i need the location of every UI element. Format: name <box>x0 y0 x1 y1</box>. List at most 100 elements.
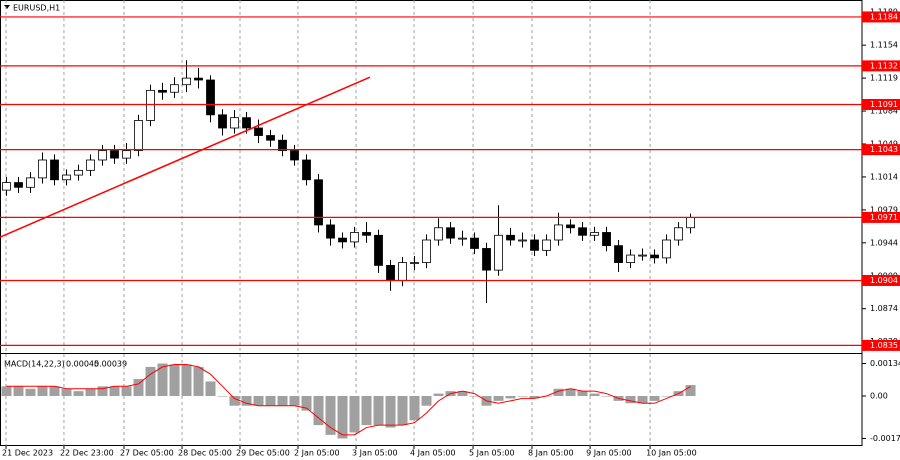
candle-body <box>662 239 671 259</box>
candle-body <box>110 150 119 159</box>
x-tick-label: 10 Jan 05:00 <box>646 449 697 458</box>
histogram-bar <box>385 396 396 428</box>
histogram-bar <box>181 364 192 397</box>
indicator-signal-value: 0.00039 <box>94 360 127 369</box>
y-tick-label: 1.1119 <box>870 74 898 83</box>
candle-body <box>434 227 443 241</box>
histogram-bar <box>193 366 204 397</box>
candle-body <box>134 120 143 151</box>
candle-body <box>254 127 263 136</box>
x-tick-label: 2 Jan 05:00 <box>294 449 340 458</box>
candle-body <box>446 227 455 239</box>
histogram-bar <box>505 396 516 399</box>
histogram-bar <box>433 393 444 397</box>
x-tick-label: 3 Jan 05:00 <box>352 449 398 458</box>
y-tick-label: 1.1049 <box>870 140 898 149</box>
histogram-bar <box>601 396 612 397</box>
candle-body <box>50 159 59 181</box>
candle-body <box>230 117 239 129</box>
histogram-bar <box>253 396 264 406</box>
histogram-bar <box>325 396 336 435</box>
histogram-bar <box>493 396 504 401</box>
candle-body <box>122 150 131 159</box>
level-label: 1.1043 <box>870 145 898 154</box>
histogram-bar <box>205 381 216 397</box>
candle-body <box>74 169 83 176</box>
candle-body <box>86 159 95 171</box>
histogram-bar <box>121 386 132 397</box>
histogram-bar <box>661 396 672 397</box>
candle-body <box>290 150 299 161</box>
level-label: 1.1132 <box>870 61 898 70</box>
histogram-bar <box>277 396 288 406</box>
level-label-box <box>862 11 900 23</box>
histogram-bar <box>169 364 180 397</box>
candle-body <box>422 239 431 263</box>
histogram-bar <box>565 388 576 397</box>
candle-body <box>530 239 539 251</box>
candle-body <box>398 262 407 281</box>
histogram-bar <box>217 396 228 397</box>
y-tick-label: 1.0944 <box>870 238 898 247</box>
histogram-bar <box>625 396 636 404</box>
x-tick-label: 9 Jan 05:00 <box>586 449 632 458</box>
histogram-bar <box>13 386 24 397</box>
candle-body <box>386 265 395 281</box>
x-tick-label: 5 Jan 05:00 <box>469 449 515 458</box>
histogram-bar <box>373 396 384 426</box>
candle-body <box>14 182 23 188</box>
plot-frame <box>0 0 863 446</box>
histogram-bar <box>73 391 84 397</box>
candle-body <box>494 234 503 271</box>
indicator-name: MACD(14,22,3) <box>4 360 65 369</box>
chart-title: EURUSD,H1 <box>13 4 60 13</box>
y-tick-label: 1.0979 <box>870 205 898 214</box>
candle-body <box>458 237 467 240</box>
candle-body <box>626 254 635 263</box>
candle-body <box>518 239 527 242</box>
y-tick-label: 1.1014 <box>870 172 898 181</box>
y-tick-label: 1.1084 <box>870 107 898 116</box>
histogram-bar <box>133 379 144 397</box>
indicator-histogram-value: 0.00045 <box>66 360 99 369</box>
histogram-bar <box>637 396 648 404</box>
candle-body <box>2 182 11 191</box>
candle-body <box>638 254 647 257</box>
histogram-bar <box>457 391 468 397</box>
histogram-bar <box>517 396 528 397</box>
histogram-bar <box>289 396 300 406</box>
x-tick-label: 8 Jan 05:00 <box>528 449 574 458</box>
candle-body <box>470 237 479 249</box>
candle-body <box>158 89 167 93</box>
histogram-bar <box>37 386 48 397</box>
level-label: 1.0835 <box>870 341 898 350</box>
x-tick-label: 21 Dec 2023 <box>2 449 53 458</box>
histogram-bar <box>421 396 432 406</box>
histogram-bar <box>1 386 12 397</box>
y-tick-label: -0.00175 <box>870 434 900 443</box>
histogram-bar <box>649 396 660 401</box>
y-tick-label: 1.0874 <box>870 304 898 313</box>
histogram-bar <box>61 388 72 397</box>
level-label-box <box>862 98 900 110</box>
candle-body <box>98 150 107 161</box>
histogram-bar <box>85 388 96 397</box>
x-tick-label: 4 Jan 05:00 <box>410 449 456 458</box>
candle-body <box>266 135 275 141</box>
candle-body <box>182 77 191 86</box>
histogram-bar <box>349 396 360 433</box>
histogram-bar <box>361 396 372 426</box>
y-tick-label: 0.00134 <box>870 359 900 368</box>
candle-body <box>506 234 515 241</box>
signal-line <box>6 363 691 436</box>
candle-body <box>242 117 251 129</box>
trendline <box>0 76 371 238</box>
candle-body <box>566 224 575 229</box>
histogram-bar <box>157 363 168 397</box>
histogram-bar <box>337 396 348 439</box>
histogram-bar <box>109 386 120 397</box>
level-label: 1.0904 <box>870 276 898 285</box>
candle-body <box>362 232 371 236</box>
candle-body <box>194 77 203 81</box>
histogram-bar <box>265 396 276 406</box>
